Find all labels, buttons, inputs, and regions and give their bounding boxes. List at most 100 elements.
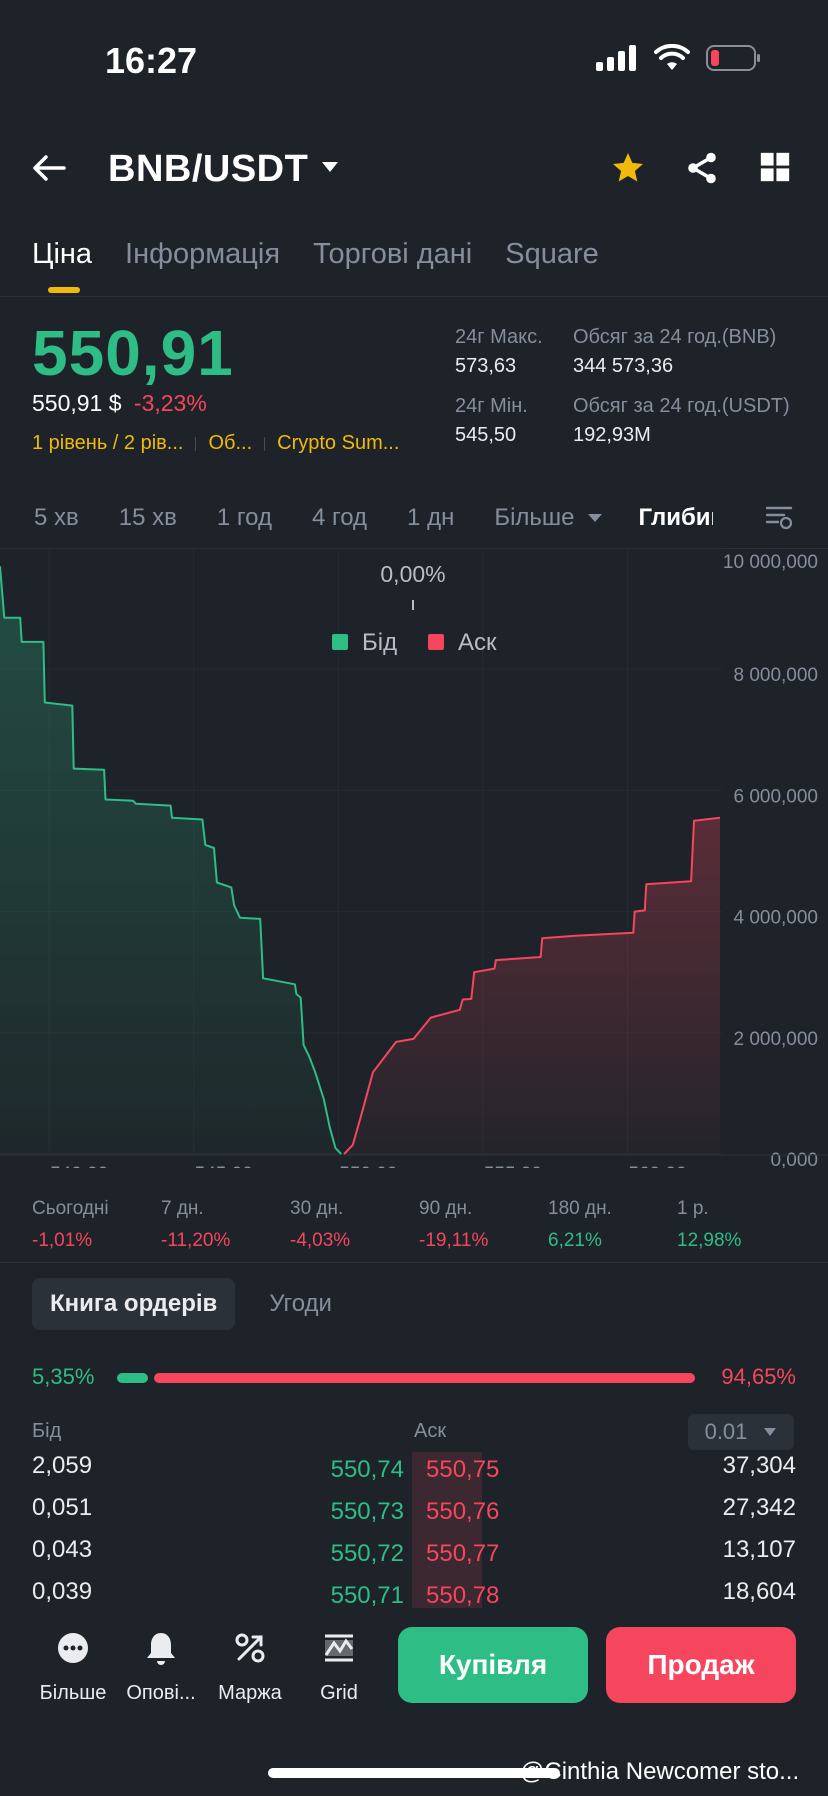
orderbook-row[interactable]: 0,043 550,72 550,77 13,107: [0, 1536, 828, 1578]
bid-header: Бід: [32, 1420, 62, 1442]
grid-menu-icon[interactable]: [758, 150, 792, 189]
section-divider: [0, 1262, 828, 1263]
interval-more-caret[interactable]: [587, 504, 603, 532]
arrow-left-icon: [33, 155, 66, 181]
interval-1d[interactable]: 1 дн: [407, 504, 455, 531]
perf-cell-7d: 7 дн. -11,20%: [161, 1198, 230, 1252]
perf-value: -1,01%: [32, 1230, 93, 1251]
perf-value: 12,98%: [677, 1230, 742, 1251]
ask-qty: 13,107: [722, 1536, 796, 1563]
tab-trades[interactable]: Угоди: [269, 1290, 332, 1317]
ask-header: Аск: [414, 1420, 447, 1442]
precision-dropdown[interactable]: 0.01: [688, 1414, 794, 1450]
pair-dropdown-icon[interactable]: [320, 160, 340, 179]
tag-level[interactable]: 1 рівень / 2 рів...: [32, 432, 184, 454]
interval-5m[interactable]: 5 хв: [34, 504, 79, 531]
chart-settings-icon[interactable]: [764, 502, 794, 537]
interval-more[interactable]: Більше: [494, 504, 575, 531]
last-price: 550,91: [32, 317, 234, 389]
share-icon[interactable]: [684, 150, 720, 191]
buy-button[interactable]: Купівля: [398, 1627, 588, 1703]
margin-label: Маржа: [218, 1682, 282, 1704]
tab-trading-data[interactable]: Торгові дані: [313, 238, 473, 270]
signal-icon: [596, 45, 636, 71]
stat-vol-bnb-value: 344 573,36: [573, 355, 674, 377]
interval-4h[interactable]: 4 год: [311, 504, 368, 531]
wifi-icon: [654, 44, 690, 70]
price-sub: 550,91 $ -3,23%: [32, 390, 207, 417]
bell-icon: [147, 1633, 175, 1665]
ask-ratio-label: 94,65%: [721, 1364, 796, 1389]
legend-ask-swatch: [428, 634, 444, 650]
favorite-star-icon[interactable]: [610, 150, 646, 191]
grid-button[interactable]: Grid: [297, 1628, 381, 1705]
tag-volume[interactable]: Об...: [208, 432, 253, 454]
tab-square[interactable]: Square: [505, 238, 599, 270]
ratio-bar: [117, 1373, 695, 1383]
orderbook-row[interactable]: 0,051 550,73 550,76 27,342: [0, 1494, 828, 1536]
interval-1h[interactable]: 1 год: [216, 504, 272, 531]
ask-depth-bar: [412, 1452, 482, 1494]
stat-vol-usdt-value: 192,93M: [573, 424, 651, 446]
bid-qty: 0,043: [32, 1536, 93, 1563]
watermark-text: @Cinthia Newcomer sto...: [520, 1758, 800, 1785]
perf-label: 1 р.: [677, 1198, 709, 1219]
alerts-button[interactable]: Опові...: [119, 1628, 203, 1705]
bid-qty: 0,051: [32, 1494, 93, 1521]
y-tick-label: 2 000,000: [733, 1029, 818, 1050]
chevron-down-icon: [764, 1428, 777, 1436]
perf-cell-1y: 1 р. 12,98%: [677, 1198, 741, 1252]
tab-orderbook[interactable]: Книга ордерів: [32, 1278, 236, 1330]
bid-price: 550,71: [330, 1582, 404, 1609]
interval-depth[interactable]: Глибина: [638, 504, 713, 531]
precision-value: 0.01: [704, 1419, 748, 1444]
stat-low-label: 24г Мін.: [455, 395, 528, 417]
ask-line: [343, 816, 721, 1155]
x-tick-label: 550,00: [339, 1164, 397, 1168]
perf-label: 180 дн.: [548, 1198, 612, 1219]
x-tick-label: 555,00: [484, 1164, 542, 1168]
tag-separator: [195, 436, 197, 451]
ask-qty: 37,304: [722, 1452, 796, 1479]
interval-15m[interactable]: 15 хв: [118, 504, 177, 531]
main-tabs: Ціна Інформація Торгові дані Square: [32, 238, 599, 293]
perf-label: 7 дн.: [161, 1198, 204, 1219]
more-label: Більше: [39, 1682, 107, 1704]
sell-button[interactable]: Продаж: [606, 1627, 796, 1703]
more-button[interactable]: Більше: [31, 1628, 115, 1705]
ask-qty: 27,342: [722, 1494, 796, 1521]
x-tick-label: 540,00: [50, 1164, 108, 1168]
orderbook-row[interactable]: 2,059 550,74 550,75 37,304: [0, 1452, 828, 1494]
home-indicator[interactable]: [268, 1768, 560, 1778]
perf-label: 90 дн.: [419, 1198, 473, 1219]
pair-title[interactable]: BNB/USDT: [108, 148, 309, 190]
back-button[interactable]: [30, 148, 70, 193]
stat-low-value: 545,50: [455, 424, 517, 446]
stat-high-value: 573,63: [455, 355, 517, 377]
stat-vol-bnb: Обсяг за 24 год.(BNB) 344 573,36: [573, 326, 776, 378]
grid-label: Grid: [320, 1682, 358, 1704]
tab-info[interactable]: Інформація: [125, 238, 281, 270]
bid-price: 550,74: [330, 1456, 404, 1483]
x-tick-label: 560,00: [628, 1164, 686, 1168]
x-tick-label: 545,00: [195, 1164, 253, 1168]
y-tick-label: 8 000,000: [733, 665, 818, 686]
usd-price: 550,91 $: [32, 390, 122, 416]
ask-depth-bar: [412, 1536, 482, 1578]
alerts-label: Опові...: [126, 1682, 196, 1704]
ask-price: 550,77: [426, 1540, 500, 1567]
bid-area: [0, 566, 342, 1154]
depth-chart[interactable]: 10 000,000 8 000,000 6 000,000 4 000,000 2 0…: [0, 548, 828, 1168]
bid-qty: 2,059: [32, 1452, 93, 1479]
tab-price[interactable]: Ціна: [32, 238, 93, 293]
perf-cell-today: Сьогодні -1,01%: [32, 1198, 109, 1252]
price-change: -3,23%: [133, 390, 207, 416]
grid-bot-icon: [324, 1634, 354, 1662]
y-tick-label: 0,000: [770, 1150, 818, 1168]
ratio-bar-ask: [153, 1373, 695, 1383]
tag-crypto-summary[interactable]: Crypto Sum...: [277, 432, 400, 454]
stat-vol-usdt-label: Обсяг за 24 год.(USDT): [573, 395, 790, 417]
ask-area: [344, 817, 720, 1154]
margin-button[interactable]: Маржа: [208, 1628, 292, 1705]
perf-cell-90d: 90 дн. -19,11%: [419, 1198, 488, 1252]
